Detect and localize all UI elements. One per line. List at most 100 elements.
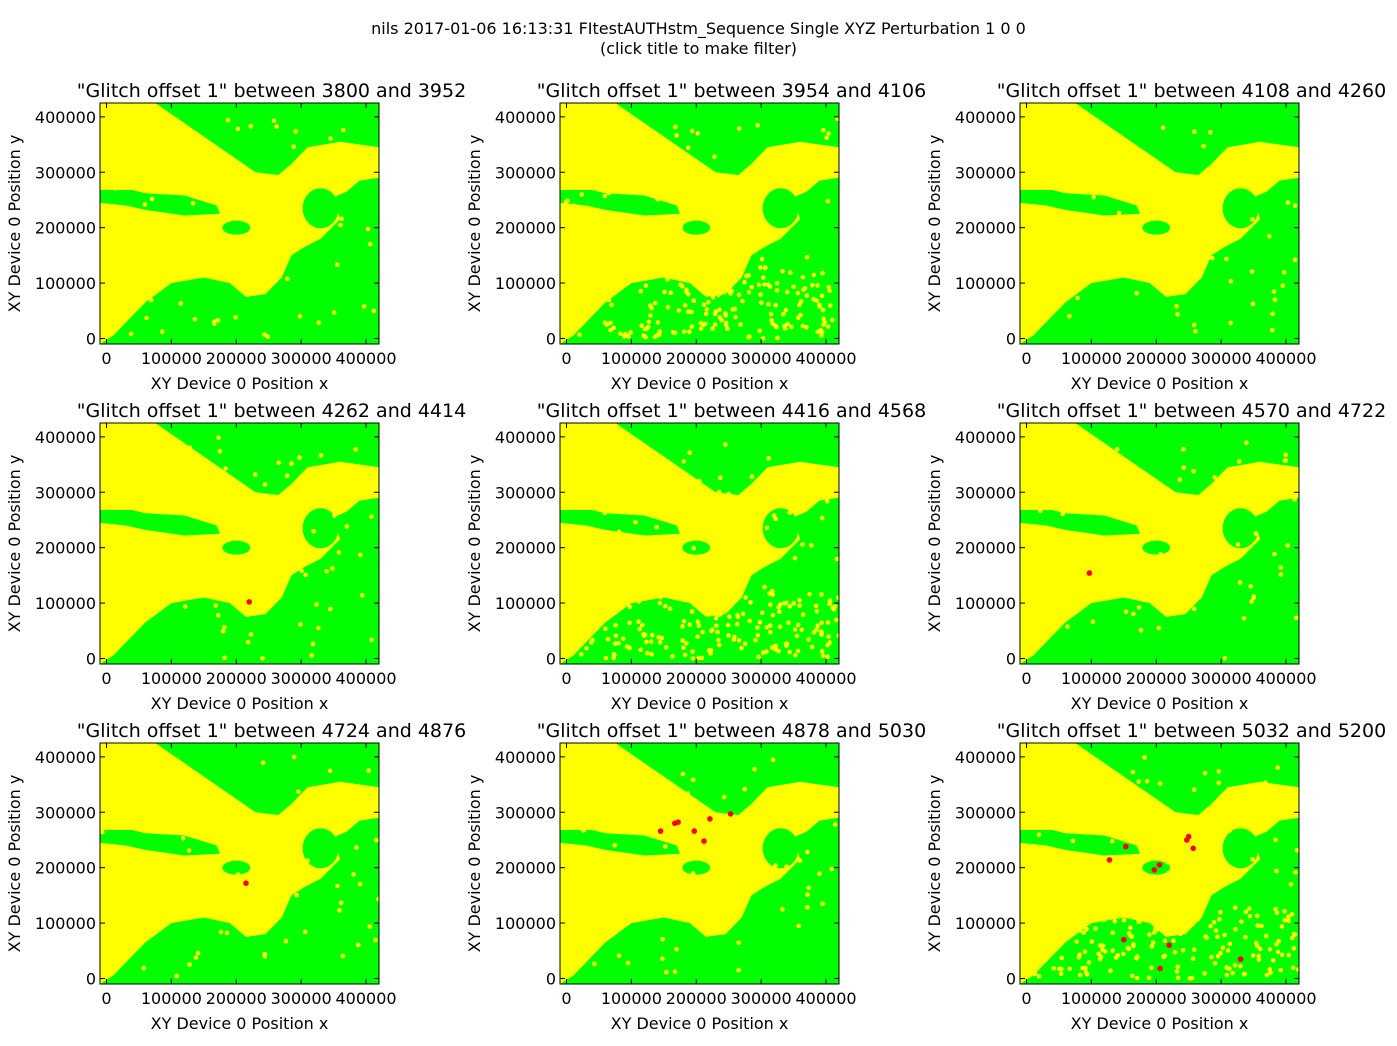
y-tick-label: 100000: [495, 594, 556, 613]
y-tick-label: 200000: [955, 539, 1016, 558]
y-tick-label: 300000: [955, 803, 1016, 822]
x-tick-label: 0: [1021, 349, 1031, 368]
x-axis-label: XY Device 0 Position x: [1071, 694, 1249, 713]
x-tick-label: 100000: [141, 669, 202, 688]
subplot-title[interactable]: "Glitch offset 1" between 4878 and 5030: [537, 720, 926, 742]
subplot-title[interactable]: "Glitch offset 1" between 3800 and 3952: [77, 80, 466, 102]
y-tick-label: 400000: [35, 748, 96, 767]
x-axis-label: XY Device 0 Position x: [151, 1014, 329, 1033]
x-tick-label: 200000: [1126, 349, 1187, 368]
subplot-title[interactable]: "Glitch offset 1" between 4416 and 4568: [537, 400, 926, 422]
glitch-point: [1123, 843, 1129, 850]
y-tick-label: 0: [546, 649, 556, 668]
glitch-point: [675, 819, 681, 825]
y-tick-label: 300000: [35, 483, 96, 502]
y-tick-label: 200000: [955, 219, 1016, 238]
axes-frame: [559, 422, 840, 665]
x-tick-label: 100000: [601, 989, 662, 1008]
subplot-title[interactable]: "Glitch offset 1" between 5032 and 5200: [997, 720, 1386, 742]
x-tick-label: 300000: [271, 669, 332, 688]
glitch-point: [1086, 570, 1093, 576]
y-axis-label: XY Device 0 Position y: [5, 775, 24, 953]
y-tick-label: 100000: [35, 594, 96, 613]
y-tick-label: 300000: [955, 163, 1016, 182]
glitch-point: [1156, 862, 1163, 868]
figure-title-line1: nils 2017-01-06 16:13:31 FItestAUTHstm_S…: [371, 19, 1026, 38]
x-axis-label: XY Device 0 Position x: [611, 694, 789, 713]
x-tick-label: 300000: [1191, 669, 1252, 688]
figure-title[interactable]: nils 2017-01-06 16:13:31 FItestAUTHstm_S…: [0, 19, 1397, 59]
y-tick-label: 300000: [495, 483, 556, 502]
y-tick-label: 400000: [955, 428, 1016, 447]
y-tick-label: 200000: [955, 859, 1016, 878]
y-tick-label: 0: [86, 329, 96, 348]
x-tick-label: 0: [1021, 669, 1031, 688]
subplot-title[interactable]: "Glitch offset 1" between 4262 and 4414: [77, 400, 466, 422]
figure-title-line2: (click title to make filter): [599, 39, 798, 58]
y-tick-label: 100000: [955, 594, 1016, 613]
y-tick-label: 0: [86, 969, 96, 988]
x-tick-label: 0: [101, 989, 111, 1008]
x-tick-label: 100000: [141, 989, 202, 1008]
y-tick-label: 300000: [955, 483, 1016, 502]
x-tick-label: 400000: [335, 989, 396, 1008]
x-tick-label: 200000: [1126, 989, 1187, 1008]
y-axis-label: XY Device 0 Position y: [5, 455, 24, 633]
y-tick-label: 400000: [35, 108, 96, 127]
subplot-title[interactable]: "Glitch offset 1" between 4108 and 4260: [997, 80, 1386, 102]
y-tick-label: 200000: [495, 859, 556, 878]
axes-frame: [99, 422, 380, 665]
y-tick-label: 200000: [495, 539, 556, 558]
y-axis-label: XY Device 0 Position y: [925, 775, 944, 953]
y-tick-label: 100000: [955, 274, 1016, 293]
yellow-point-cloud: [100, 423, 379, 664]
axes-frame: [559, 742, 840, 985]
x-tick-label: 100000: [141, 349, 202, 368]
y-tick-label: 200000: [35, 859, 96, 878]
subplot-title[interactable]: "Glitch offset 1" between 4724 and 4876: [77, 720, 466, 742]
x-tick-label: 200000: [666, 669, 727, 688]
y-tick-label: 200000: [495, 219, 556, 238]
y-tick-label: 400000: [495, 748, 556, 767]
x-tick-label: 400000: [1255, 669, 1316, 688]
axes-frame: [1019, 742, 1300, 985]
glitch-point: [691, 828, 698, 834]
subplot-title[interactable]: "Glitch offset 1" between 4570 and 4722: [997, 400, 1386, 422]
x-tick-label: 300000: [731, 989, 792, 1008]
x-axis-label: XY Device 0 Position x: [611, 374, 789, 393]
subplot-title[interactable]: "Glitch offset 1" between 3954 and 4106: [537, 80, 926, 102]
x-axis-label: XY Device 0 Position x: [611, 1014, 789, 1033]
y-tick-label: 400000: [495, 428, 556, 447]
y-axis-label: XY Device 0 Position y: [465, 455, 484, 633]
x-tick-label: 0: [101, 669, 111, 688]
x-axis-label: XY Device 0 Position x: [1071, 1014, 1249, 1033]
x-tick-label: 200000: [666, 349, 727, 368]
y-tick-label: 0: [546, 969, 556, 988]
x-tick-label: 400000: [1255, 989, 1316, 1008]
glitch-point: [1106, 857, 1113, 863]
y-tick-label: 200000: [35, 539, 96, 558]
y-axis-label: XY Device 0 Position y: [5, 135, 24, 313]
x-tick-label: 300000: [271, 349, 332, 368]
glitch-point: [701, 838, 707, 844]
axes-frame: [99, 102, 380, 345]
y-tick-label: 400000: [955, 108, 1016, 127]
yellow-point-cloud: [100, 743, 379, 984]
axes-frame: [99, 742, 380, 985]
yellow-point-cloud: [1020, 103, 1299, 344]
x-tick-label: 100000: [1061, 349, 1122, 368]
y-tick-label: 0: [1006, 329, 1016, 348]
x-tick-label: 200000: [206, 669, 267, 688]
axes-frame: [1019, 102, 1300, 345]
y-tick-label: 100000: [35, 914, 96, 933]
glitch-point: [1121, 936, 1127, 943]
x-tick-label: 0: [561, 989, 571, 1008]
x-axis-label: XY Device 0 Position x: [151, 694, 329, 713]
x-tick-label: 300000: [271, 989, 332, 1008]
x-tick-label: 0: [101, 349, 111, 368]
